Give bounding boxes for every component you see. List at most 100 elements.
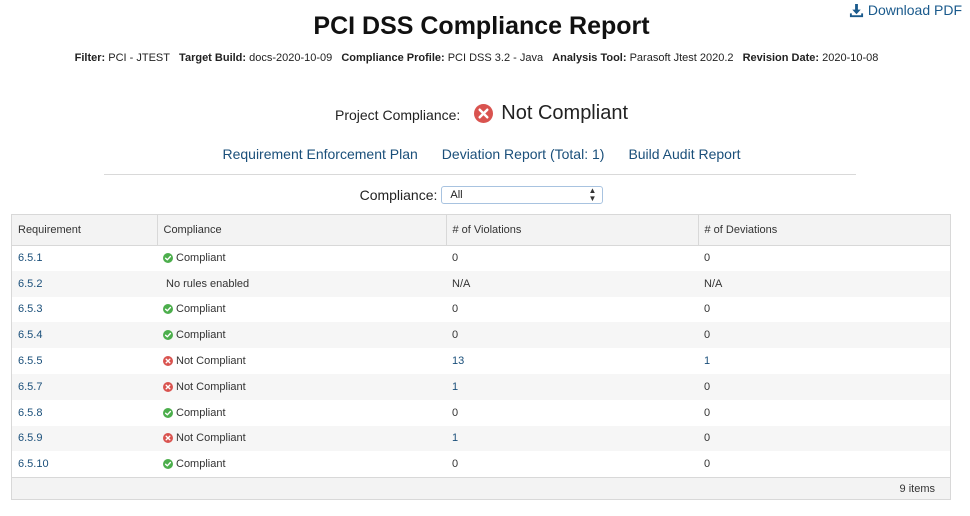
deviations-value: 0 [704, 432, 711, 445]
compliance-cell: No rules enabled [157, 270, 446, 297]
deviations-cell: 0 [698, 322, 950, 349]
check-circle-icon [163, 459, 173, 470]
compliance-select[interactable]: All ▲ ▼ [441, 186, 604, 204]
check-circle-icon [163, 253, 173, 264]
column-header-deviations[interactable]: # of Deviations [698, 215, 950, 246]
violations-value: 0 [452, 252, 459, 265]
table-row: 6.5.5 Not Compliant 13 1 [12, 348, 950, 374]
compliance-cell: Compliant [157, 400, 446, 426]
violations-cell: 0 [446, 400, 698, 426]
requirement-link[interactable]: 6.5.5 [18, 355, 43, 368]
compliance-filter: Compliance: All ▲ ▼ [0, 186, 963, 204]
column-header-requirement[interactable]: Requirement [12, 215, 158, 246]
deviations-value: N/A [704, 277, 723, 290]
requirement-link[interactable]: 6.5.7 [18, 380, 43, 393]
divider [104, 174, 856, 175]
violations-link[interactable]: 1 [452, 432, 459, 445]
requirement-cell: 6.5.1 [12, 245, 157, 271]
compliance-cell: Compliant [157, 451, 446, 477]
requirements-grid: Requirement Compliance # of Violations #… [11, 214, 951, 501]
column-header-compliance[interactable]: Compliance [157, 215, 447, 246]
compliance-status: Not Compliant [163, 381, 440, 393]
requirement-link[interactable]: 6.5.1 [18, 252, 43, 265]
requirement-link[interactable]: 6.5.2 [18, 277, 43, 290]
requirement-cell: 6.5.2 [12, 270, 157, 297]
download-pdf-label: Download PDF [867, 2, 962, 18]
check-circle-icon [163, 304, 173, 315]
grid-footer-count: 9 items [12, 477, 950, 500]
deviations-cell: 0 [698, 400, 950, 426]
compliance-status: Compliant [163, 329, 440, 341]
compliance-profile-item: Compliance Profile: PCI DSS 3.2 - Java [341, 52, 544, 64]
download-pdf-button[interactable]: Download PDF [849, 2, 962, 18]
compliance-status: Not Compliant [163, 355, 440, 367]
violations-value: 0 [452, 458, 459, 471]
requirement-link[interactable]: 6.5.8 [18, 406, 43, 419]
revision-date-item: Revision Date: 2020-10-08 [742, 52, 879, 64]
table-row: 6.5.1 Compliant 0 0 [12, 245, 950, 271]
deviations-cell: 0 [698, 297, 950, 323]
x-circle-icon [163, 381, 173, 392]
x-circle-icon [474, 104, 494, 123]
deviations-cell: 0 [698, 245, 950, 271]
column-header-violations[interactable]: # of Violations [446, 215, 699, 246]
project-compliance: Project Compliance: Not Compliant [0, 102, 963, 125]
compliance-select-value: All [450, 189, 463, 201]
compliance-status: Compliant [163, 407, 440, 419]
table-row: 6.5.2 No rules enabled N/A N/A [12, 270, 950, 297]
requirement-cell: 6.5.5 [12, 348, 157, 374]
compliance-cell: Compliant [157, 322, 446, 349]
deviation-report-link[interactable]: Deviation Report (Total: 1) [441, 146, 605, 162]
violations-value: 0 [452, 406, 459, 419]
x-circle-icon [163, 433, 173, 444]
target-build-item: Target Build: docs-2020-10-09 [179, 52, 333, 64]
violations-link[interactable]: 1 [452, 380, 459, 393]
deviations-cell: 0 [698, 451, 950, 477]
compliance-status: No rules enabled [166, 277, 250, 290]
check-circle-icon [163, 407, 173, 418]
x-circle-icon [163, 356, 173, 367]
compliance-status: Not Compliant [163, 432, 440, 444]
requirement-cell: 6.5.8 [12, 400, 157, 426]
requirement-cell: 6.5.9 [12, 425, 157, 452]
report-filters: Filter: PCI - JTEST Target Build: docs-2… [0, 52, 953, 64]
deviations-link[interactable]: 1 [704, 355, 711, 368]
deviations-cell: 0 [698, 425, 950, 452]
table-row: 6.5.8 Compliant 0 0 [12, 400, 950, 426]
requirement-link[interactable]: 6.5.4 [18, 329, 43, 342]
deviations-cell: N/A [698, 270, 950, 297]
table-row: 6.5.9 Not Compliant 1 0 [12, 425, 950, 452]
violations-cell: 1 [446, 425, 698, 452]
requirement-cell: 6.5.7 [12, 373, 157, 400]
requirement-enforcement-plan-link[interactable]: Requirement Enforcement Plan [222, 146, 418, 162]
violations-cell: N/A [446, 270, 698, 297]
select-arrows-icon: ▲ ▼ [588, 186, 597, 203]
compliance-status: Compliant [163, 252, 440, 264]
compliance-filter-label: Compliance: [359, 187, 438, 203]
deviations-value: 0 [704, 303, 711, 316]
violations-cell: 0 [446, 245, 698, 271]
violations-cell: 0 [446, 297, 698, 323]
violations-cell: 1 [446, 373, 698, 400]
compliance-cell: Not Compliant [157, 348, 446, 374]
page-title: PCI DSS Compliance Report [313, 12, 650, 40]
requirement-link[interactable]: 6.5.3 [18, 303, 43, 316]
deviations-value: 0 [704, 252, 711, 265]
deviations-cell: 1 [698, 348, 950, 374]
compliance-status: Compliant [163, 303, 440, 315]
filter-item: Filter: PCI - JTEST [74, 52, 170, 64]
requirement-cell: 6.5.10 [12, 451, 157, 477]
table-row: 6.5.4 Compliant 0 0 [12, 322, 950, 349]
violations-link[interactable]: 13 [452, 355, 465, 368]
deviations-value: 0 [704, 458, 711, 471]
deviations-value: 0 [704, 406, 711, 419]
compliance-cell: Compliant [157, 245, 446, 271]
download-icon [849, 3, 863, 17]
build-audit-report-link[interactable]: Build Audit Report [628, 146, 741, 162]
requirement-link[interactable]: 6.5.10 [18, 458, 49, 471]
deviations-cell: 0 [698, 373, 950, 400]
violations-value: 0 [452, 303, 459, 316]
table-row: 6.5.7 Not Compliant 1 0 [12, 373, 950, 400]
requirement-link[interactable]: 6.5.9 [18, 432, 43, 445]
deviations-value: 0 [704, 380, 711, 393]
